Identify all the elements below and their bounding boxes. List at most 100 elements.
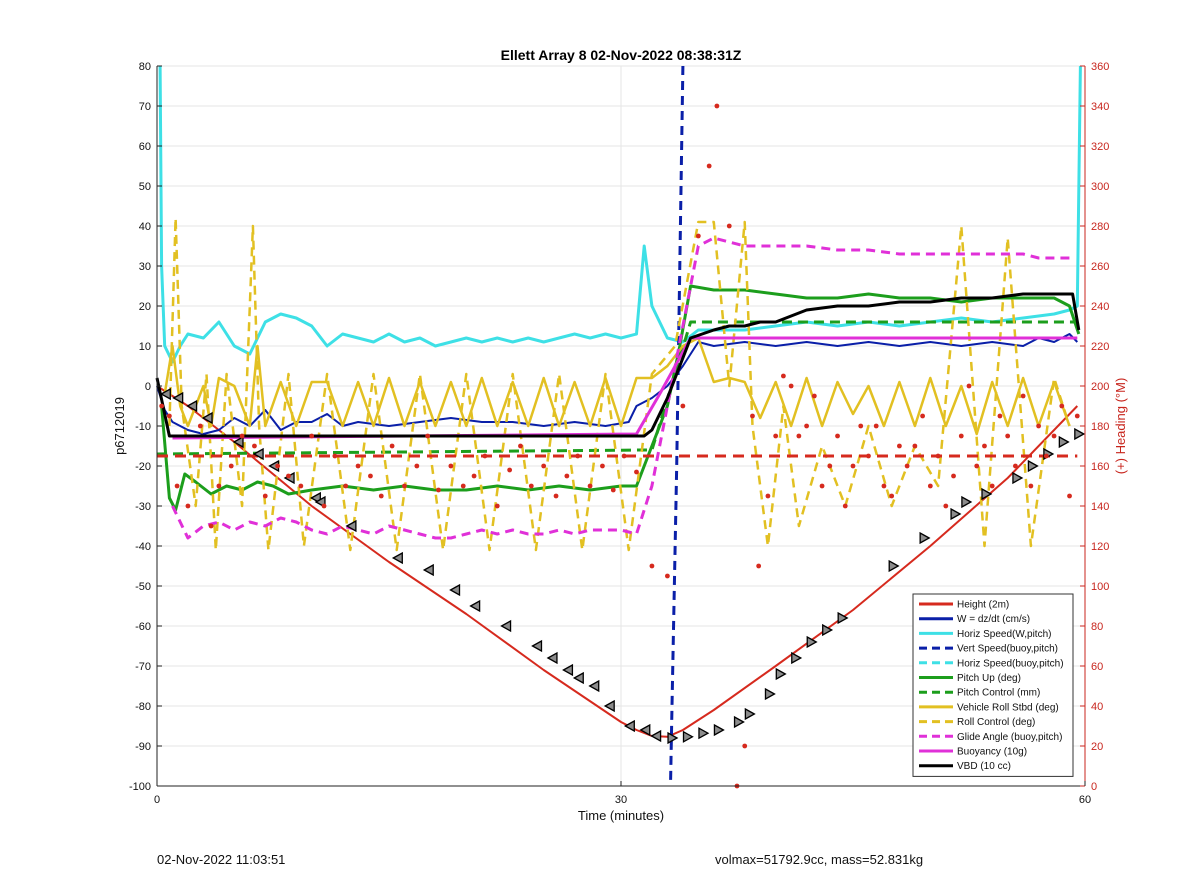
height-marker [806,635,818,649]
heading-point [842,503,848,509]
heading-point [368,473,373,479]
y2-tick-label: 160 [1091,461,1109,473]
heading-point [1043,453,1049,459]
y2-tick-label: 80 [1091,621,1103,633]
heading-point [943,503,949,509]
series-glide [171,236,1070,540]
heading-point [649,563,655,569]
heading-point [966,383,972,389]
heading-point [286,473,291,479]
y-tick-label: -90 [135,741,151,753]
y-tick-label: -100 [129,781,151,793]
heading-point [726,223,732,229]
legend-label: Glide Angle (buoy,pitch) [957,732,1062,743]
y2-tick-label: 100 [1091,581,1109,593]
series-roll_ctrl [168,216,1071,552]
y-tick-label: -60 [135,621,151,633]
heading-point [471,473,477,479]
height-marker [919,531,931,545]
x-tick-label: 60 [1079,794,1091,806]
y2-tick-label: 260 [1091,261,1109,273]
heading-point [742,743,748,749]
heading-point [1028,483,1034,489]
height-marker [531,639,543,653]
heading-point [166,413,172,419]
height-marker [950,507,962,521]
heading-point [541,463,547,469]
height-marker [1012,471,1024,485]
y2-tick-label: 360 [1091,61,1109,73]
footer-timestamp: 02-Nov-2022 11:03:51 [157,852,286,867]
heading-point [788,383,794,389]
y-tick-label: -40 [135,541,151,553]
x-tick-label: 30 [615,794,627,806]
y2-tick-label: 0 [1091,781,1097,793]
height-marker [822,623,834,637]
y2-tick-label: 140 [1091,501,1109,513]
y-tick-label: 20 [139,301,151,313]
legend-label: Vert Speed(buoy,pitch) [957,644,1058,655]
heading-point [460,483,466,489]
height-marker [698,727,710,740]
footer-info: volmax=51792.9cc, mass=52.831kg [715,852,924,867]
legend-label: Horiz Speed(buoy,pitch) [957,658,1064,669]
chart-title: Ellett Array 8 02-Nov-2022 08:38:31Z [501,47,742,63]
x-tick-label: 0 [154,794,160,806]
heading-point [402,483,407,489]
heading-point [858,423,864,429]
heading-point [528,483,534,489]
heading-point [1067,493,1072,499]
y-tick-label: -30 [135,501,151,513]
heading-point [756,563,762,569]
axes: -100-90-80-70-60-50-40-30-20-10010203040… [129,61,1109,806]
height-marker [667,731,679,745]
heading-point [850,463,856,469]
height-marker [744,707,756,721]
heading-point [275,463,281,469]
y2-tick-label: 60 [1091,661,1103,673]
legend-label: Pitch Up (deg) [957,673,1021,684]
y2-tick-label: 180 [1091,421,1109,433]
height-marker [422,563,434,577]
height-marker [650,729,662,743]
y2-tick-label: 240 [1091,301,1109,313]
height-marker [961,495,973,509]
heading-point [974,463,980,469]
heading-point [564,473,570,479]
y2-tick-label: 120 [1091,541,1109,553]
height-marker [682,730,694,743]
height-marker [469,599,481,613]
legend-label: Roll Control (deg) [957,717,1035,728]
y2-tick-label: 220 [1091,341,1109,353]
height-marker [981,487,993,501]
heading-point [414,463,420,469]
height-marker [252,447,264,461]
heading-point [321,503,327,509]
heading-point [773,433,779,439]
y-tick-label: 30 [139,261,151,273]
legend-label: Vehicle Roll Stbd (deg) [957,702,1059,713]
y2-tick-label: 340 [1091,101,1109,113]
heading-point [482,453,488,459]
heading-point [448,463,454,469]
y-tick-label: 70 [139,101,151,113]
heading-point [827,463,833,469]
heading-point [904,463,910,469]
y-tick-label: -70 [135,661,151,673]
heading-point [866,453,871,459]
heading-point [343,483,349,489]
heading-point [309,433,315,439]
series-vbd [155,292,1081,438]
heading-point [982,443,987,449]
heading-point [665,573,670,579]
y2-tick-label: 320 [1091,141,1109,153]
heading-point [1051,433,1057,439]
heading-point [997,413,1003,419]
legend-label: Buoyancy (10g) [957,747,1027,758]
heading-point [197,423,203,429]
height-marker [791,651,803,665]
height-marker [186,399,198,413]
height-marker [500,619,512,633]
heading-point [781,373,786,379]
heading-point [1036,423,1041,429]
